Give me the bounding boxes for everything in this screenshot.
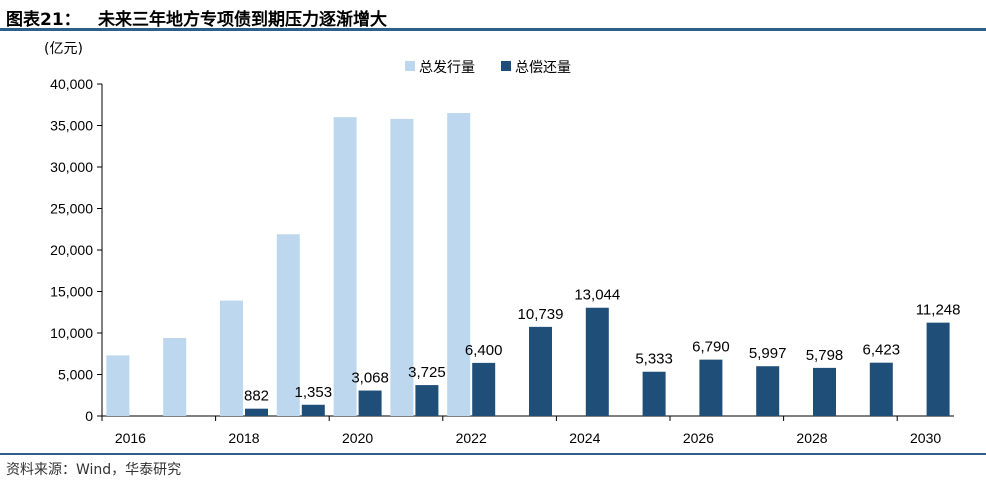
bar-issuance bbox=[390, 118, 414, 417]
data-label-repayment: 13,044 bbox=[574, 287, 620, 304]
data-label-repayment: 5,333 bbox=[635, 351, 673, 368]
data-label-repayment: 3,725 bbox=[408, 364, 446, 381]
bar-repayment bbox=[756, 366, 780, 416]
bottom-rule bbox=[0, 453, 986, 455]
x-tick-label: 2026 bbox=[683, 430, 714, 446]
bar-chart: 0 5,000 10,000 15,000 20,000 25,000 30,000 35,0… bbox=[50, 76, 961, 446]
x-tick-label: 2028 bbox=[796, 430, 827, 446]
source-note: 资料来源：Wind，华泰研究 bbox=[6, 462, 182, 478]
y-tick-label: 20,000 bbox=[50, 242, 93, 258]
figure-title: 未来三年地方专项债到期压力逐渐增大 bbox=[98, 10, 387, 30]
x-tick-label: 2016 bbox=[115, 430, 146, 446]
data-label-repayment: 10,739 bbox=[518, 306, 564, 323]
data-label-repayment: 882 bbox=[244, 388, 269, 405]
bar-repayment bbox=[642, 371, 666, 416]
bar-repayment bbox=[301, 404, 325, 416]
bar-repayment bbox=[415, 385, 439, 416]
data-label-repayment: 5,798 bbox=[806, 347, 844, 364]
legend-swatch-repayment bbox=[501, 61, 511, 71]
top-rule bbox=[0, 28, 986, 31]
bar-repayment bbox=[699, 359, 723, 416]
x-tick-label: 2022 bbox=[456, 430, 487, 446]
y-tick-label: 15,000 bbox=[50, 284, 93, 300]
y-tick-label: 10,000 bbox=[50, 325, 93, 341]
bar-repayment bbox=[358, 390, 382, 416]
legend-swatch-issuance bbox=[405, 61, 415, 71]
bar-issuance bbox=[106, 355, 130, 416]
bar-repayment bbox=[869, 362, 893, 416]
y-axis-unit-label: (亿元) bbox=[44, 41, 83, 57]
data-label-repayment: 11,248 bbox=[916, 302, 961, 319]
bar-issuance bbox=[276, 234, 300, 416]
y-tick-label: 5,000 bbox=[58, 367, 93, 383]
data-label-repayment: 3,068 bbox=[351, 370, 389, 387]
x-tick-label: 2020 bbox=[342, 430, 373, 446]
bar-repayment bbox=[529, 326, 552, 416]
figure-number: 图表21： bbox=[6, 10, 81, 30]
bar-repayment bbox=[585, 307, 609, 416]
x-tick-label: 2030 bbox=[910, 430, 941, 446]
x-tick-label: 2024 bbox=[569, 430, 600, 446]
bar-issuance bbox=[220, 300, 243, 416]
bar-repayment bbox=[813, 367, 836, 416]
legend-label-issuance: 总发行量 bbox=[419, 60, 475, 76]
data-label-repayment: 6,423 bbox=[863, 342, 901, 359]
y-tick-label: 35,000 bbox=[50, 118, 93, 134]
data-label-repayment: 6,400 bbox=[465, 342, 503, 359]
title-bar: 图表21： 未来三年地方专项债到期压力逐渐增大 bbox=[0, 0, 986, 30]
data-label-repayment: 1,353 bbox=[295, 384, 333, 401]
x-tick-label: 2018 bbox=[228, 430, 259, 446]
y-tick-label: 25,000 bbox=[50, 201, 93, 217]
y-tick-label: 30,000 bbox=[50, 159, 93, 175]
legend-label-repayment: 总偿还量 bbox=[515, 60, 571, 76]
data-label-repayment: 5,997 bbox=[749, 345, 787, 362]
bar-repayment bbox=[926, 322, 950, 416]
bar-issuance bbox=[447, 113, 471, 417]
bar-issuance bbox=[333, 117, 357, 416]
bar-repayment bbox=[245, 408, 268, 416]
y-tick-label: 40,000 bbox=[50, 76, 93, 92]
bar-repayment bbox=[472, 362, 496, 416]
bar-issuance bbox=[163, 337, 187, 416]
data-label-repayment: 6,790 bbox=[692, 339, 730, 356]
y-tick-label: 0 bbox=[85, 408, 93, 424]
